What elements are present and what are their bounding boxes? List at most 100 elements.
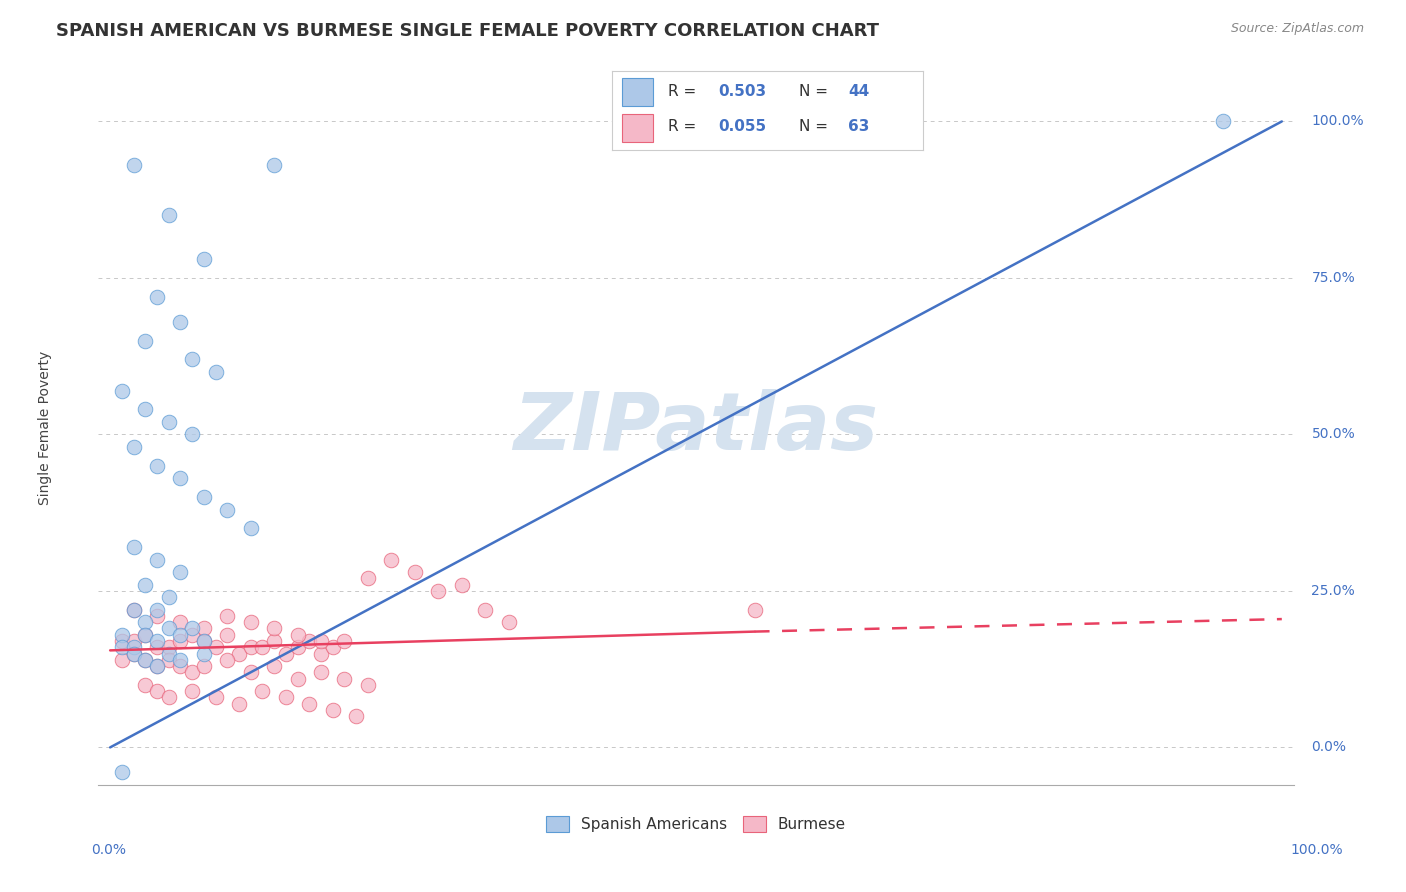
Point bbox=[427, 583, 450, 598]
Point bbox=[146, 603, 169, 617]
Point bbox=[239, 665, 262, 680]
Point bbox=[122, 647, 145, 661]
Point bbox=[217, 628, 239, 642]
Point bbox=[157, 653, 180, 667]
Point bbox=[193, 252, 215, 267]
Point bbox=[122, 634, 145, 648]
Text: 0.0%: 0.0% bbox=[1312, 740, 1347, 755]
Point bbox=[228, 697, 250, 711]
Point bbox=[309, 647, 332, 661]
Point bbox=[134, 678, 156, 692]
Point bbox=[309, 665, 332, 680]
Point bbox=[217, 609, 239, 624]
Point bbox=[217, 502, 239, 516]
Point bbox=[322, 640, 344, 655]
Point bbox=[263, 622, 285, 636]
Point bbox=[146, 290, 169, 304]
Point bbox=[157, 690, 180, 705]
Point bbox=[181, 352, 204, 367]
Point bbox=[169, 653, 191, 667]
Point bbox=[380, 552, 402, 566]
Point bbox=[157, 208, 180, 222]
Point bbox=[344, 709, 367, 723]
Point bbox=[204, 365, 226, 379]
Point bbox=[157, 647, 180, 661]
Point bbox=[450, 577, 472, 591]
Text: 25.0%: 25.0% bbox=[1312, 584, 1355, 598]
Point bbox=[263, 659, 285, 673]
Point bbox=[309, 634, 332, 648]
Point bbox=[204, 640, 226, 655]
Point bbox=[169, 628, 191, 642]
Point bbox=[181, 684, 204, 698]
Point bbox=[498, 615, 520, 630]
Point bbox=[193, 634, 215, 648]
Point bbox=[239, 521, 262, 535]
Point bbox=[193, 659, 215, 673]
Point bbox=[169, 471, 191, 485]
Text: 75.0%: 75.0% bbox=[1312, 271, 1355, 285]
Point bbox=[239, 640, 262, 655]
Point bbox=[146, 458, 169, 473]
Point bbox=[169, 565, 191, 579]
Text: 100.0%: 100.0% bbox=[1291, 843, 1343, 857]
Point bbox=[134, 402, 156, 417]
Text: 0.0%: 0.0% bbox=[91, 843, 127, 857]
Point bbox=[122, 440, 145, 454]
Point bbox=[287, 628, 309, 642]
Point bbox=[169, 615, 191, 630]
Point bbox=[298, 697, 321, 711]
Text: ZIPatlas: ZIPatlas bbox=[513, 389, 879, 467]
Point bbox=[474, 603, 496, 617]
Text: 100.0%: 100.0% bbox=[1312, 114, 1364, 128]
Point bbox=[134, 577, 156, 591]
Point bbox=[333, 634, 356, 648]
Point bbox=[239, 615, 262, 630]
Point bbox=[404, 565, 426, 579]
Point bbox=[181, 628, 204, 642]
Point bbox=[193, 622, 215, 636]
Text: Single Female Poverty: Single Female Poverty bbox=[38, 351, 52, 505]
Point bbox=[357, 678, 380, 692]
Point bbox=[287, 672, 309, 686]
Point bbox=[217, 653, 239, 667]
Point bbox=[169, 634, 191, 648]
Point bbox=[274, 647, 297, 661]
Point bbox=[252, 684, 274, 698]
Point bbox=[157, 622, 180, 636]
Point bbox=[193, 634, 215, 648]
Text: SPANISH AMERICAN VS BURMESE SINGLE FEMALE POVERTY CORRELATION CHART: SPANISH AMERICAN VS BURMESE SINGLE FEMAL… bbox=[56, 22, 879, 40]
Point bbox=[228, 647, 250, 661]
Point bbox=[146, 634, 169, 648]
Point bbox=[122, 158, 145, 172]
Point bbox=[263, 158, 285, 172]
Point bbox=[111, 628, 134, 642]
Point bbox=[333, 672, 356, 686]
Point bbox=[181, 622, 204, 636]
Point bbox=[111, 634, 134, 648]
Text: 50.0%: 50.0% bbox=[1312, 427, 1355, 442]
Point bbox=[357, 571, 380, 585]
Point bbox=[298, 634, 321, 648]
Point bbox=[134, 334, 156, 348]
Point bbox=[146, 659, 169, 673]
Point bbox=[134, 653, 156, 667]
Point bbox=[146, 640, 169, 655]
Point bbox=[146, 552, 169, 566]
Point bbox=[263, 634, 285, 648]
Point bbox=[122, 540, 145, 554]
Point bbox=[169, 315, 191, 329]
Point bbox=[252, 640, 274, 655]
Point bbox=[157, 415, 180, 429]
Text: Source: ZipAtlas.com: Source: ZipAtlas.com bbox=[1230, 22, 1364, 36]
Point bbox=[322, 703, 344, 717]
Point bbox=[134, 615, 156, 630]
Point bbox=[193, 490, 215, 504]
Point bbox=[146, 684, 169, 698]
Legend: Spanish Americans, Burmese: Spanish Americans, Burmese bbox=[540, 810, 852, 838]
Point bbox=[111, 384, 134, 398]
Point bbox=[169, 659, 191, 673]
Point bbox=[287, 640, 309, 655]
Point bbox=[134, 653, 156, 667]
Point bbox=[134, 628, 156, 642]
